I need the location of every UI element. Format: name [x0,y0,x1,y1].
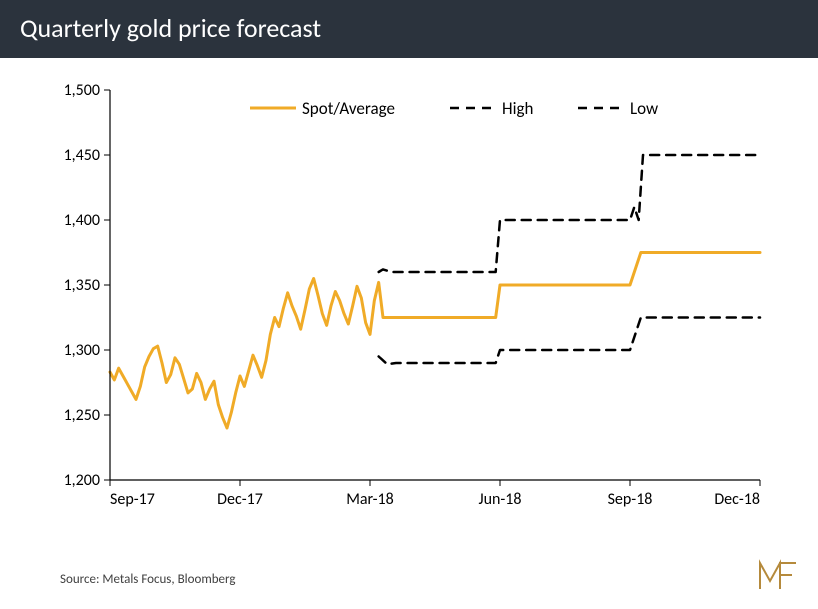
svg-text:Low: Low [630,98,658,119]
svg-text:1,350: 1,350 [64,276,100,295]
legend: Spot/Average High Low [250,98,658,119]
chart-svg: 1,200 1,250 1,300 1,350 1,400 1,450 1,500 Sep-… [40,70,780,530]
chart-card: Quarterly gold price forecast 1,200 1,250… [0,0,818,609]
svg-text:1,200: 1,200 [64,471,100,490]
svg-text:Sep-17: Sep-17 [110,490,155,509]
svg-text:Jun-18: Jun-18 [478,490,521,509]
plot-lines [110,155,760,428]
svg-text:1,400: 1,400 [64,211,100,230]
mf-logo [758,553,800,595]
svg-text:High: High [502,98,533,119]
svg-text:Spot/Average: Spot/Average [302,98,395,119]
title-bar: Quarterly gold price forecast [0,0,818,58]
svg-text:1,500: 1,500 [64,81,100,100]
svg-text:Mar-18: Mar-18 [346,490,394,509]
source-citation: Source: Metals Focus, Bloomberg [60,572,236,587]
svg-text:1,450: 1,450 [64,146,100,165]
svg-text:Sep-18: Sep-18 [608,490,653,509]
svg-text:1,250: 1,250 [64,406,100,425]
svg-text:1,300: 1,300 [64,341,100,360]
x-axis: Sep-17 Dec-17 Mar-18 Jun-18 Sep-18 Dec-18 [110,480,760,509]
svg-text:Dec-18: Dec-18 [714,490,760,509]
chart-area: 1,200 1,250 1,300 1,350 1,400 1,450 1,500 Sep-… [40,70,780,530]
svg-text:Dec-17: Dec-17 [217,490,263,509]
chart-title: Quarterly gold price forecast [20,12,321,44]
y-axis: 1,200 1,250 1,300 1,350 1,400 1,450 1,500 [64,81,110,490]
